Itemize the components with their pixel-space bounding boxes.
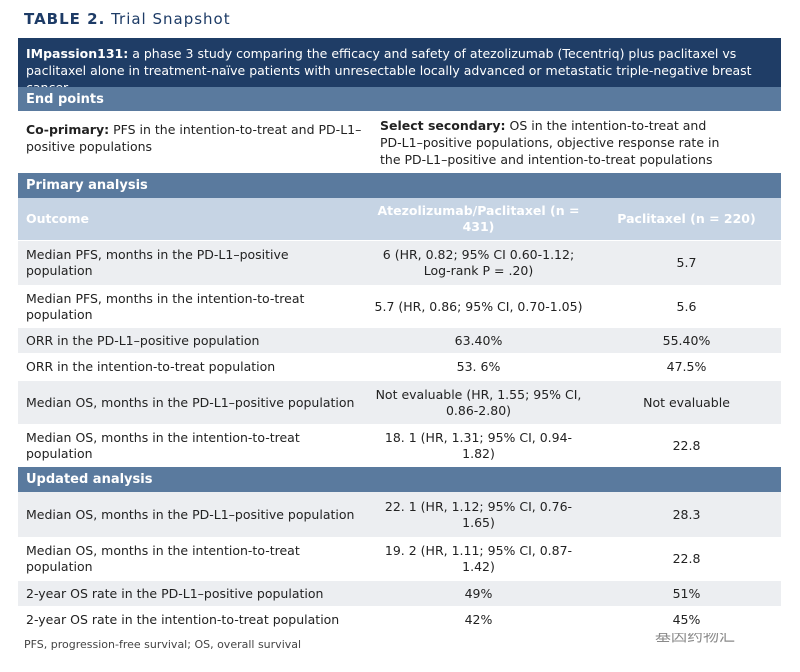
table-name: Trial Snapshot — [111, 10, 231, 28]
cell: 2-year OS rate in the intention-to-treat… — [26, 611, 340, 627]
cell: Median PFS, months in the PD-L1–positive… — [26, 247, 289, 278]
secondary-endpoint: Select secondary: OS in the intention-to… — [380, 111, 720, 173]
table-row: Median OS, months in the PD-L1–positive … — [18, 492, 781, 538]
cell: Median OS, months in the PD-L1–positive … — [26, 394, 355, 410]
cell: Not evaluable — [643, 394, 730, 410]
cell: Median OS, months in the intention-to-tr… — [26, 543, 300, 574]
cell: ORR in the PD-L1–positive population — [26, 332, 260, 348]
table-row: Median OS, months in the intention-to-tr… — [18, 425, 781, 467]
cell: 6 (HR, 0.82; 95% CI 0.60-1.12; Log-rank … — [382, 247, 575, 278]
cell: Median OS, months in the PD-L1–positive … — [26, 506, 355, 522]
cell: 55.40% — [662, 332, 711, 348]
table-row: Median PFS, months in the PD-L1–positive… — [18, 241, 781, 286]
cell: Median PFS, months in the intention-to-t… — [26, 290, 305, 322]
section-bar: End points — [18, 87, 781, 111]
label: Co-primary: — [26, 122, 110, 137]
cell: 5.7 (HR, 0.86; 95% CI, 0.70-1.05) — [374, 298, 583, 314]
cell: 2-year OS rate in the PD-L1–positive pop… — [26, 585, 324, 601]
cell: 22.8 — [672, 437, 701, 453]
intro: IMpassion131: a phase 3 study comparing … — [18, 38, 781, 95]
table-row: Median OS, months in the PD-L1–positive … — [18, 381, 781, 425]
cell: 51% — [672, 585, 701, 601]
cell: 19. 2 (HR, 1.11; 95% CI, 0.87-1.42) — [384, 543, 573, 574]
intro-label: IMpassion131: — [26, 46, 129, 61]
table-row: Median OS, months in the intention-to-tr… — [18, 538, 781, 581]
cell: ORR in the intention-to-treat population — [26, 359, 276, 374]
table-row: Median PFS, months in the intention-to-t… — [18, 286, 781, 328]
table-row: 2-year OS rate in the PD-L1–positive pop… — [18, 581, 781, 607]
table-row: ORR in the PD-L1–positive population 63.4… — [18, 328, 781, 354]
cell: 22.8 — [672, 551, 701, 566]
cell: Not evaluable (HR, 1.55; 95% CI, 0.86-2.… — [375, 386, 582, 418]
cell: 28.3 — [672, 506, 701, 522]
table-row: 2-year OS rate in the intention-to-treat… — [18, 607, 781, 633]
cell: 47.5% — [666, 359, 707, 374]
cell: 18. 1 (HR, 1.31; 95% CI, 0.94-1.82) — [384, 429, 573, 461]
cell: 53. 6% — [456, 359, 501, 374]
footnote: PFS, progression-free survival; OS, over… — [24, 638, 302, 651]
section-bar: Updated analysis — [18, 467, 781, 492]
text: PFS in the intention-to-treat and PD-L1–… — [26, 122, 362, 154]
label: Select secondary: — [380, 118, 506, 133]
cell: 5.6 — [676, 298, 697, 314]
table-row: ORR in the intention-to-treat population… — [18, 354, 781, 381]
text: OS in the intention-to-treat and PD-L1–p… — [380, 118, 720, 167]
primary-endpoint: Co-primary: PFS in the intention-to-trea… — [26, 111, 366, 173]
cell: Median OS, months in the intention-to-tr… — [26, 429, 300, 461]
section-bar: Primary analysis — [18, 173, 781, 198]
cell: Paclitaxel (n = 220) — [617, 211, 756, 226]
cell: 49% — [464, 585, 493, 601]
cell: 5.7 — [676, 255, 697, 270]
cell: 42% — [464, 611, 493, 627]
cell: Atezolizumab/Paclitaxel (n = 431) — [377, 203, 580, 234]
table-number: TABLE 2. — [24, 10, 106, 28]
cell: 22. 1 (HR, 1.12; 95% CI, 0.76-1.65) — [384, 498, 573, 530]
title: TABLE 2. Trial Snapshot — [24, 10, 231, 28]
table-row: Outcome Atezolizumab/Paclitaxel (n = 431)… — [18, 198, 781, 241]
cell: Outcome — [26, 211, 90, 226]
cell: 45% — [672, 611, 701, 627]
cell: 63.40% — [454, 332, 503, 348]
